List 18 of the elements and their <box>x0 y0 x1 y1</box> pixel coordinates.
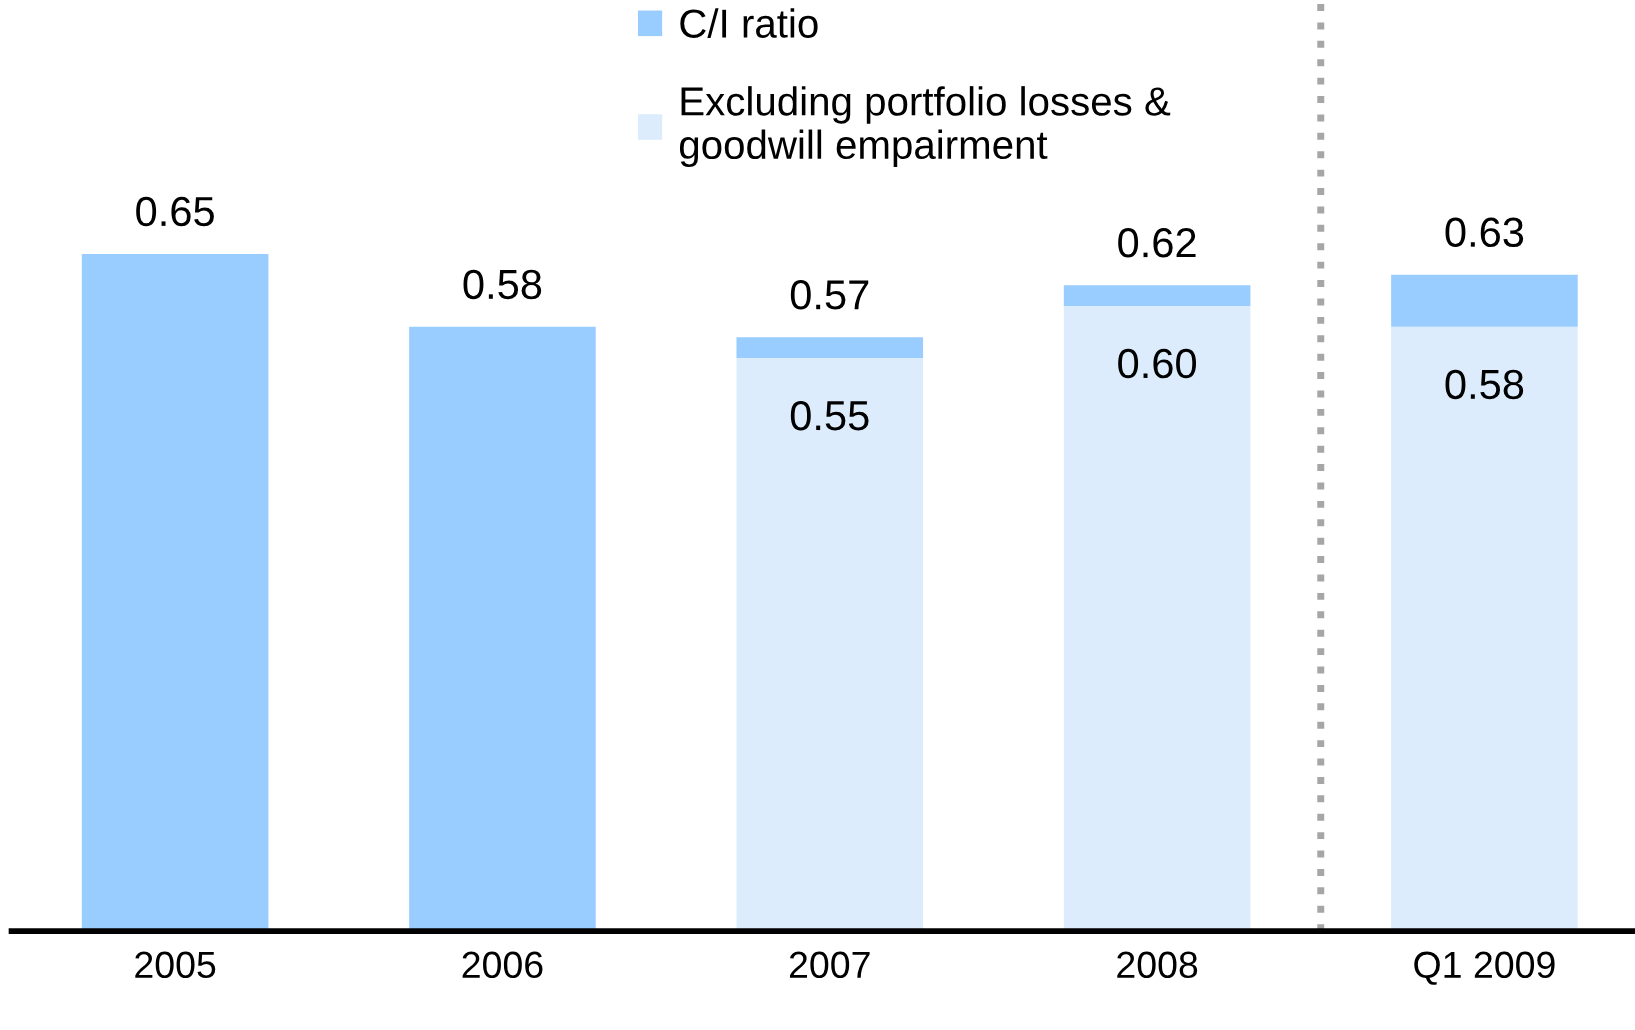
data-label: 0.60 <box>1118 348 1197 379</box>
bar <box>736 337 924 359</box>
x-tick-label: 2005 <box>135 951 216 979</box>
total-label: 0.57 <box>790 280 869 310</box>
bar <box>1391 274 1578 327</box>
total-label: 0.58 <box>463 269 542 300</box>
total-label: 0.65 <box>136 196 214 227</box>
legend-label: C/I ratio <box>680 8 818 38</box>
total-label: 0.62 <box>1118 228 1196 258</box>
data-label: 0.58 <box>1445 369 1524 400</box>
data-label: 0.55 <box>790 400 869 431</box>
total-label: 0.63 <box>1445 217 1524 248</box>
legend-label: Excluding portfolio losses & goodwill empairment <box>679 86 1171 168</box>
bar <box>1063 285 1251 307</box>
x-tick-label: Q1 2009 <box>1414 951 1555 985</box>
x-tick-label: 2008 <box>1117 951 1198 979</box>
x-tick-label: 2006 <box>462 951 543 979</box>
x-tick-label: 2007 <box>789 951 870 979</box>
